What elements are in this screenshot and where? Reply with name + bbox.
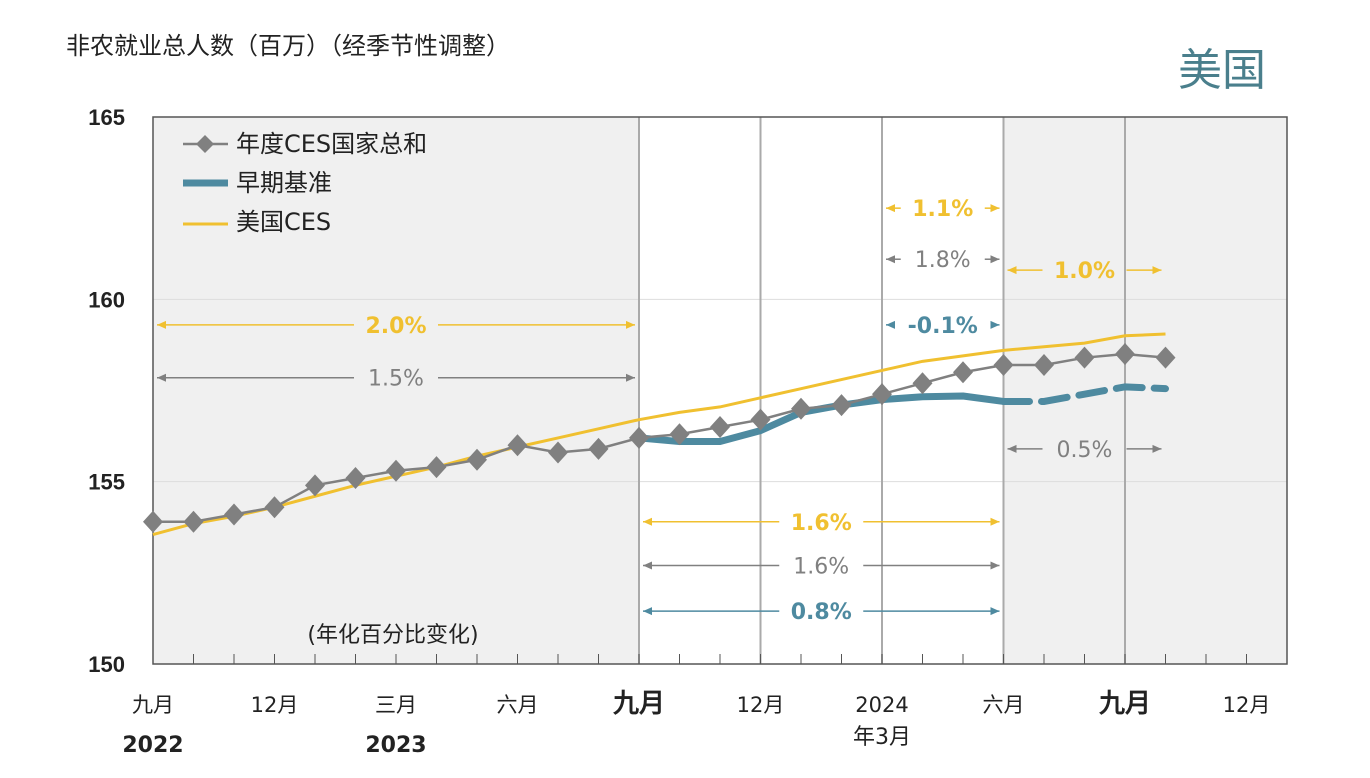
data-point-diamond — [224, 503, 244, 526]
annotation-label: 1.1% — [912, 197, 973, 222]
x-tick-label: 六月 — [983, 693, 1025, 717]
x-tick-year-label: 2022 — [122, 733, 183, 758]
annotation-label: 1.8% — [915, 248, 971, 273]
x-tick-label: 12月 — [251, 693, 299, 717]
arrowhead-right — [990, 517, 1000, 526]
x-tick-label: 九月 — [132, 693, 174, 717]
y-tick-label: 160 — [88, 287, 125, 312]
data-point-diamond — [750, 408, 771, 431]
x-tick-label: 九月 — [1098, 689, 1151, 719]
x-tick-year-label: 2023 — [365, 733, 426, 758]
arrowhead-right — [990, 255, 1000, 264]
data-point-diamond — [1074, 346, 1095, 369]
data-point-diamond — [305, 474, 325, 497]
x-tick-label: 2024 — [855, 693, 908, 717]
data-point-diamond — [791, 397, 811, 420]
data-point-diamond — [345, 467, 366, 490]
series-line-early-benchmark-dashed — [1000, 383, 1169, 405]
country-label: 美国 — [1178, 45, 1266, 96]
chart-note: (年化百分比变化) — [307, 623, 478, 648]
data-point-diamond — [710, 415, 730, 438]
y-axis-title: 非农就业总人数（百万）（经季节性调整） — [66, 32, 510, 60]
data-point-diamond — [669, 423, 690, 446]
arrowhead-right — [1152, 266, 1162, 275]
data-point-diamond — [1155, 346, 1176, 369]
shaded-region — [1003, 117, 1287, 664]
arrowhead-left — [643, 517, 652, 526]
annotation-label: 1.6% — [791, 511, 852, 536]
arrowhead-left — [157, 320, 166, 329]
annotation-label: -0.1% — [908, 314, 978, 339]
y-tick-label: 155 — [88, 470, 125, 495]
data-point-diamond — [953, 361, 973, 384]
y-tick-label: 165 — [88, 105, 125, 130]
arrowhead-right — [626, 373, 635, 382]
data-point-diamond — [426, 456, 447, 479]
arrowhead-right — [990, 204, 1000, 213]
legend-diamond-icon — [196, 135, 214, 153]
data-point-diamond — [143, 510, 163, 533]
annotation-label: 0.8% — [791, 600, 852, 625]
data-point-diamond — [993, 353, 1014, 376]
data-point-diamond — [588, 437, 609, 460]
data-point-diamond — [831, 394, 852, 417]
x-tick-label: 九月 — [612, 689, 665, 719]
arrowhead-right — [990, 320, 1000, 329]
arrowhead-left — [1007, 444, 1017, 453]
annotation-label: 2.0% — [365, 314, 426, 339]
data-point-diamond — [467, 448, 487, 471]
series-line-early-benchmark — [638, 392, 1004, 446]
x-tick-label: 三月 — [375, 693, 417, 717]
legend-label: 年度CES国家总和 — [236, 130, 427, 158]
x-tick-label: 12月 — [737, 693, 785, 717]
arrowhead-left — [157, 373, 166, 382]
x-tick-year-label: 年3月 — [853, 725, 911, 750]
annotation-label: 1.6% — [793, 555, 849, 580]
x-tick-label: 六月 — [497, 693, 539, 717]
data-point-diamond — [629, 426, 649, 449]
data-point-diamond — [183, 510, 204, 533]
x-tick-label: 12月 — [1223, 693, 1271, 717]
data-point-diamond — [1115, 343, 1135, 366]
y-tick-label: 150 — [88, 652, 125, 677]
arrowhead-left — [643, 607, 652, 616]
arrowhead-left — [1007, 266, 1017, 275]
arrowhead-right — [626, 320, 635, 329]
legend-label: 早期基准 — [236, 169, 332, 197]
arrowhead-right — [990, 607, 1000, 616]
annotation-label: 1.5% — [368, 367, 424, 392]
legend-label: 美国CES — [236, 208, 331, 236]
data-point-diamond — [912, 372, 933, 395]
arrowhead-left — [886, 204, 895, 213]
arrowhead-left — [643, 561, 652, 570]
arrowhead-right — [990, 561, 1000, 570]
data-point-diamond — [264, 496, 285, 519]
annotation-label: 1.0% — [1054, 259, 1115, 284]
data-point-diamond — [1034, 353, 1054, 376]
data-point-diamond — [386, 459, 406, 482]
series-line-us-ces — [152, 332, 1166, 536]
arrowhead-right — [1152, 444, 1162, 453]
data-point-diamond — [548, 441, 568, 464]
annotation-label: 0.5% — [1057, 438, 1113, 463]
data-point-diamond — [872, 383, 892, 406]
arrowhead-left — [886, 320, 895, 329]
arrowhead-left — [886, 255, 895, 264]
data-point-diamond — [507, 434, 528, 457]
